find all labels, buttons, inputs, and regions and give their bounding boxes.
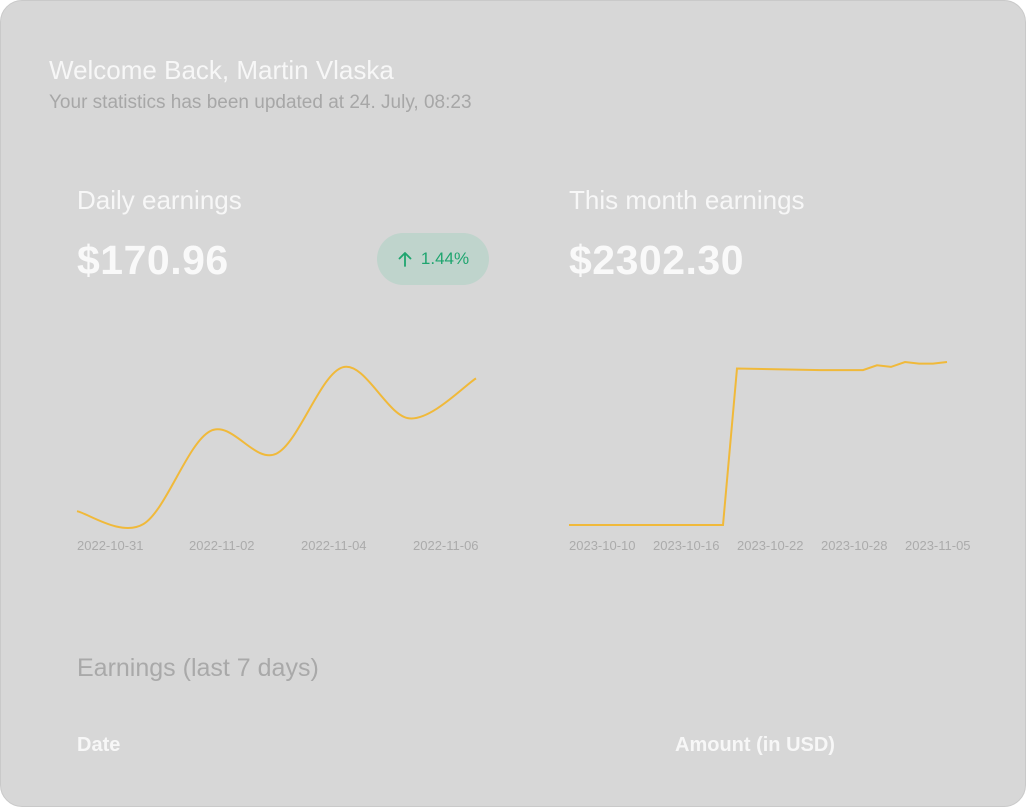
monthly-x-tick: 2023-10-16 [653,538,720,553]
earnings-table-title: Earnings (last 7 days) [77,654,319,682]
trend-percent: 1.44% [420,249,470,268]
daily-x-tick: 2022-11-04 [301,538,367,553]
monthly-earnings-line [569,360,948,526]
monthly-x-tick: 2023-10-28 [821,538,888,553]
arrow-up-icon [398,252,412,267]
daily-x-tick: 2022-11-02 [189,538,255,553]
date-column-header[interactable]: Date [77,734,121,756]
monthly-earnings-title: This month earnings [569,185,805,215]
welcome-title: Welcome Back, Martin Vlaska [49,55,394,85]
update-timestamp: Your statistics has been updated at 24. … [49,92,472,113]
monthly-x-tick: 2023-11-05 [905,538,971,553]
amount-column-header[interactable]: Amount (in USD) [675,734,835,756]
daily-earnings-amount: $170.96 [77,237,229,283]
monthly-earnings-amount: $2302.30 [569,237,745,283]
daily-earnings-line [76,366,477,529]
earnings-charts [76,360,948,529]
daily-x-tick: 2022-11-06 [413,538,479,553]
daily-x-tick: 2022-10-31 [77,538,144,553]
trend-badge: 1.44% [377,233,489,285]
monthly-x-tick: 2023-10-10 [569,538,636,553]
daily-earnings-title: Daily earnings [77,185,242,215]
monthly-x-tick: 2023-10-22 [737,538,804,553]
